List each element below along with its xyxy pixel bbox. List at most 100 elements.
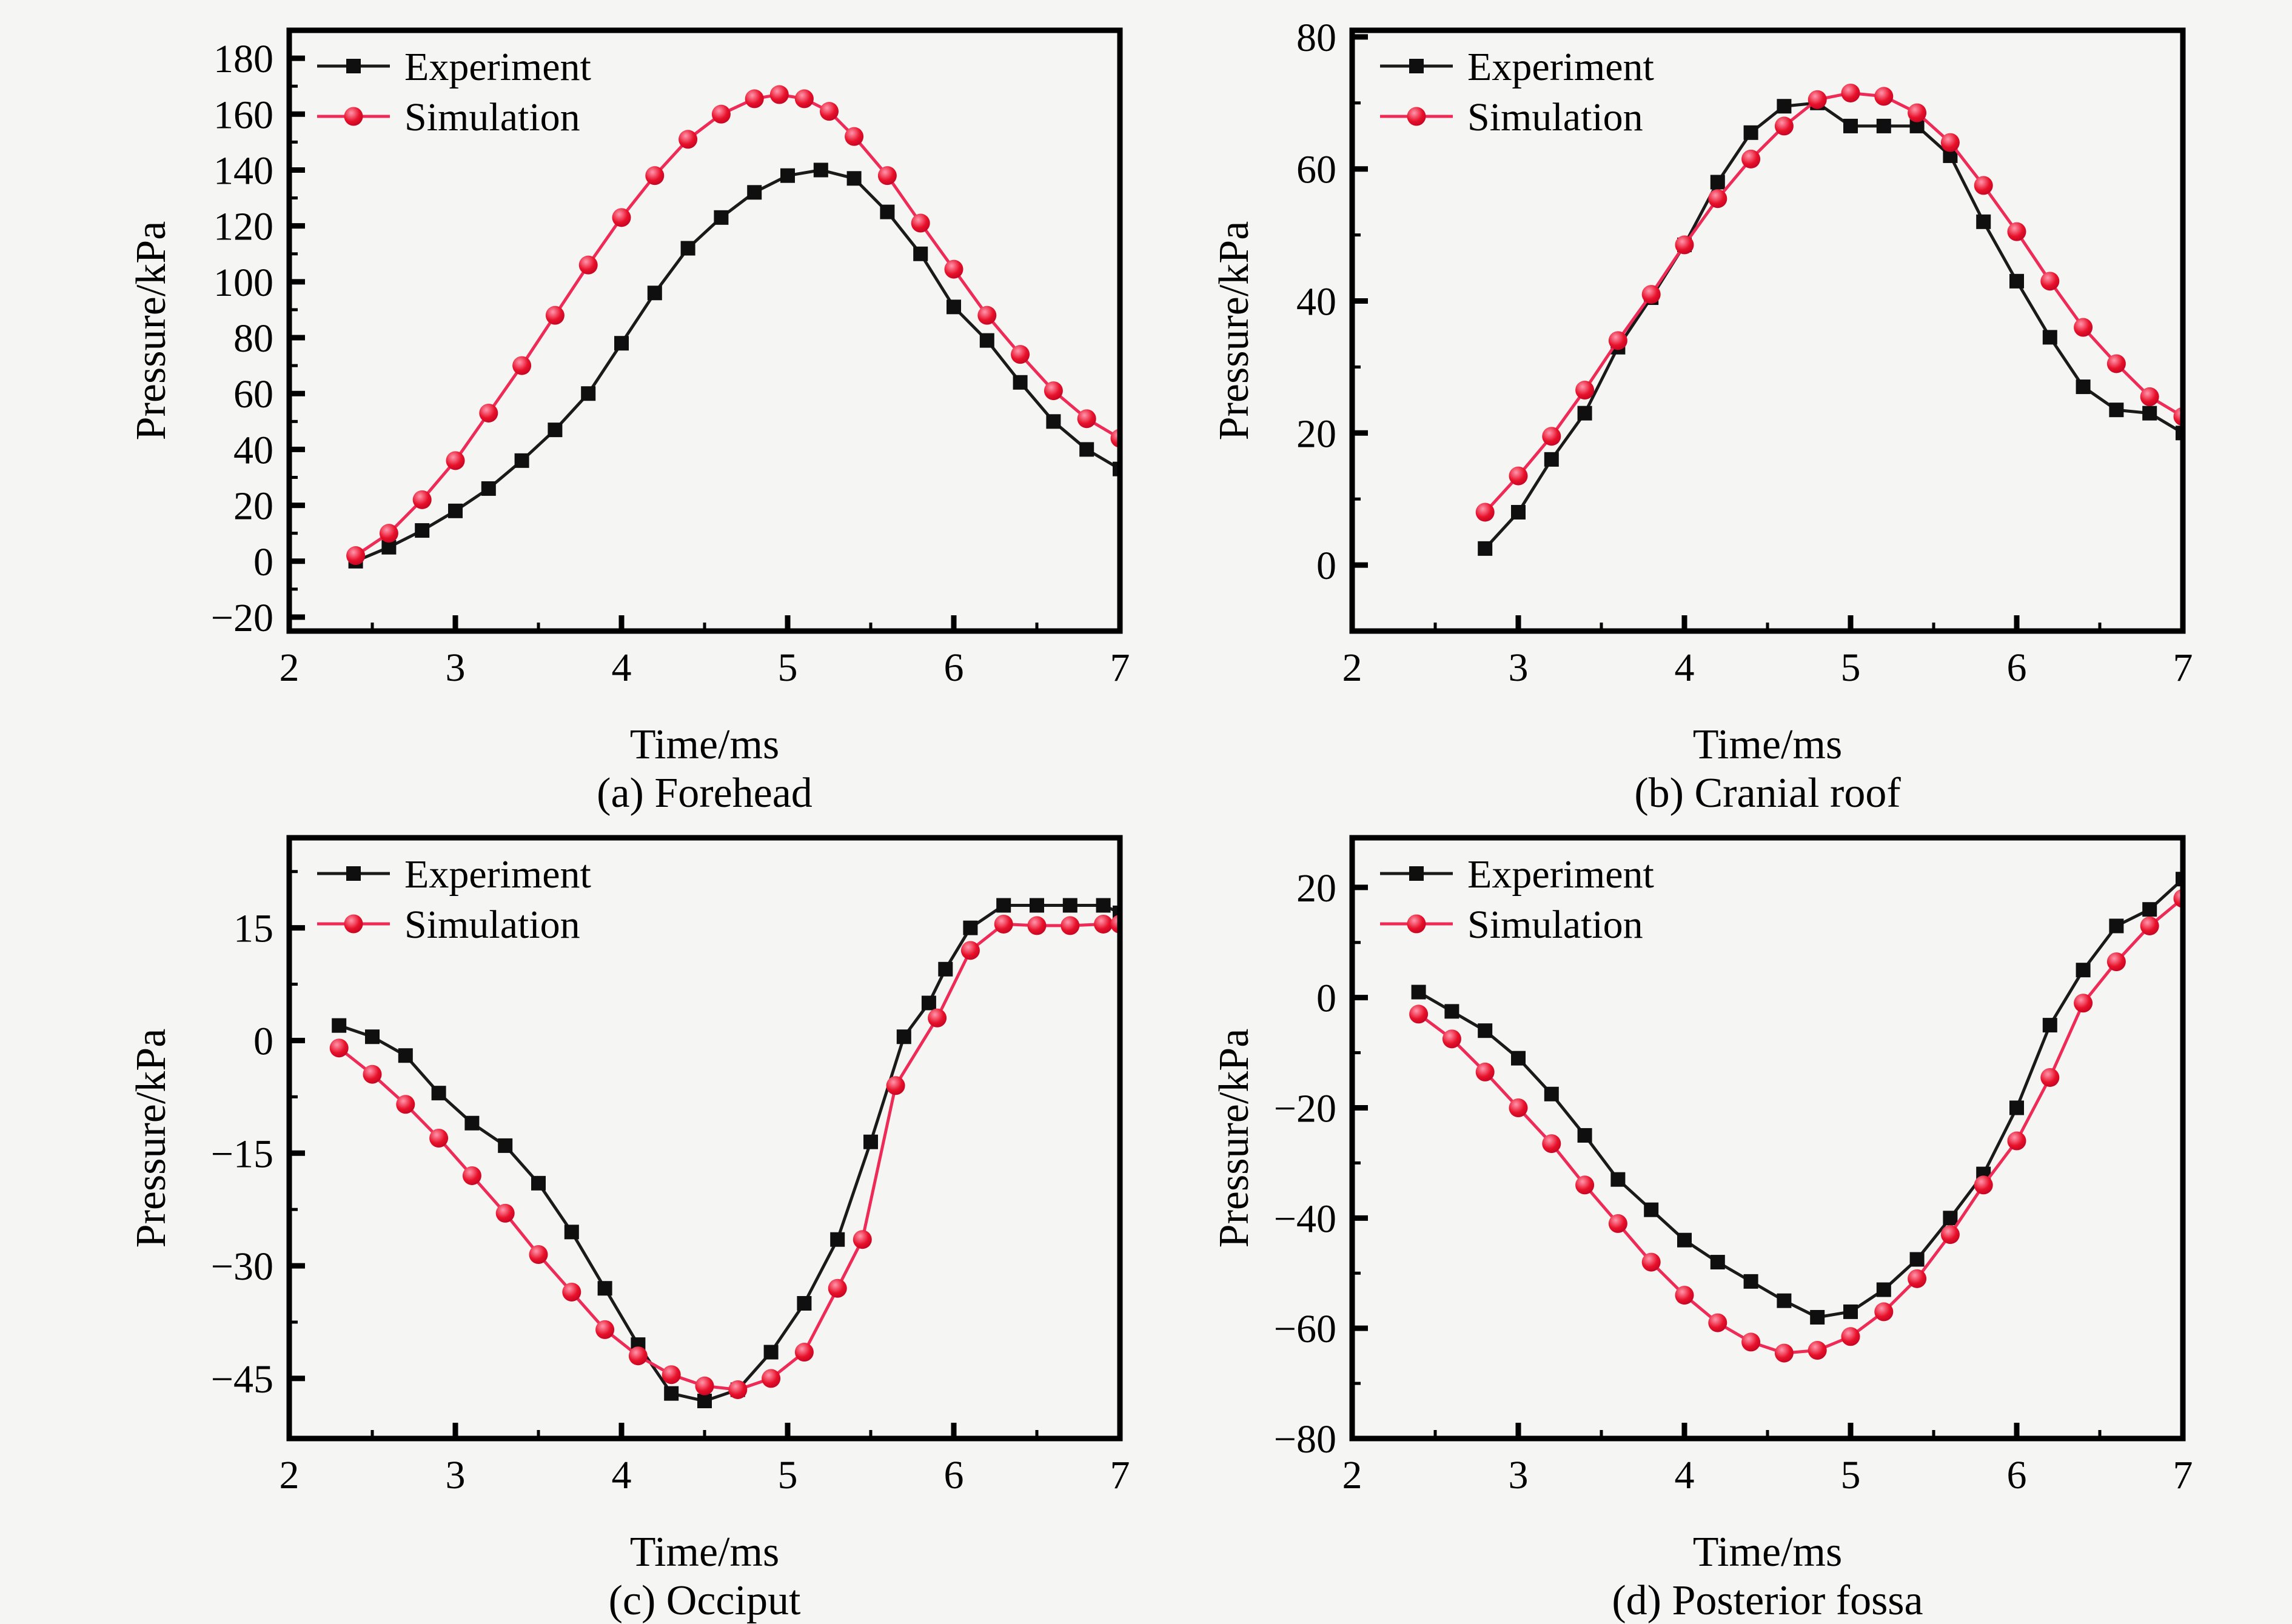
series-experiment-line [1483,101,2183,550]
series-simulation-marker [762,1369,781,1388]
series-simulation-marker [944,259,963,279]
series-simulation-marker [1808,1341,1827,1360]
x-tick-label: 2 [1342,646,1362,690]
legend-square-marker-icon [346,59,361,73]
series-experiment-marker [581,386,596,401]
series-simulation-marker [728,1380,748,1399]
x-tick-label: 4 [1675,1453,1695,1497]
series-experiment-marker [680,241,695,256]
series-simulation-marker [379,524,398,543]
series-experiment-marker [1976,214,1991,229]
legend-label-experiment: Experiment [1467,45,1654,89]
series-simulation-marker [1442,1029,1461,1049]
legend-square-marker-icon [1409,866,1424,881]
y-tick-label: −30 [211,1245,273,1289]
series-experiment-marker [415,523,430,538]
legend-circle-marker-icon [344,107,363,126]
series-simulation-marker [2074,994,2093,1013]
series-experiment-marker [2076,963,2091,978]
series-experiment-marker [1876,1282,1891,1297]
series-simulation-marker [346,546,366,566]
series-simulation-marker [1475,1062,1495,1081]
series-simulation-marker [2106,354,2126,373]
series-experiment-marker [2076,379,2091,395]
series-experiment-line [354,169,1120,563]
legend: Experiment Simulation [1380,852,1654,947]
series-experiment-marker [1644,1202,1659,1217]
series-experiment-marker [938,961,953,977]
series-simulation-marker [1641,285,1661,304]
series-experiment-marker [1909,1252,1925,1267]
series-simulation-marker [886,1076,905,1095]
series-simulation-marker [1808,90,1827,109]
chart-cell-forehead: 2 3 4 5 6 7 −20 0 20 40 60 80 100 120 140 160 180 Time/ms… [24,10,1170,817]
legend-item-simulation: Simulation [1380,903,1643,947]
chart-forehead: 2 3 4 5 6 7 −20 0 20 40 60 80 100 120 140 160 180 Time/ms… [128,27,1130,817]
series-simulation-marker [1542,1134,1561,1154]
series-experiment-marker [2142,406,2157,421]
series-experiment-marker [763,1345,779,1360]
series-experiment-marker [1943,1211,1958,1226]
series-simulation-marker [1044,381,1063,401]
x-tick-label: 2 [280,646,300,690]
series-experiment-marker [863,1134,878,1149]
series-simulation-marker [1575,381,1595,400]
series-experiment-marker [1610,1172,1626,1187]
series-simulation-marker [679,130,698,149]
x-tick-label: 5 [778,1453,798,1497]
y-tick-label: 60 [233,372,273,416]
series-experiment-marker [2042,1018,2057,1033]
series-simulation-marker [711,104,731,124]
series-experiment-marker [398,1048,413,1063]
series-experiment-marker [564,1225,579,1240]
series-simulation-marker [928,1008,947,1028]
series-experiment-marker [880,204,895,219]
series-simulation-marker [1409,1004,1429,1024]
series-experiment-marker [697,1394,712,1409]
series-experiment-marker [1444,1004,1459,1019]
series-experiment-marker [714,210,729,225]
x-tick-label: 5 [778,646,798,690]
y-tick-label: 80 [1296,16,1336,60]
series-simulation-marker [645,166,665,185]
y-tick-label: −60 [1274,1307,1336,1351]
series-experiment-marker [498,1138,513,1153]
series-simulation-marker [960,941,980,960]
y-tick-label: −20 [1274,1086,1336,1131]
legend-item-experiment: Experiment [1380,45,1654,89]
series-experiment-marker [2109,403,2124,418]
series-simulation-marker [977,306,997,325]
series-simulation-marker [794,89,814,109]
x-tick-label: 4 [1675,646,1695,690]
legend-item-simulation: Simulation [317,903,580,947]
axis-title-y: Pressure/kPa [128,221,175,441]
series-simulation-marker [1675,1286,1694,1305]
series-simulation-marker [1542,427,1561,446]
series-simulation-marker [695,1376,714,1395]
legend: Experiment Simulation [317,852,591,947]
series-simulation-marker [1940,133,1960,152]
series-experiment-marker [531,1175,546,1191]
series-simulation-marker [877,166,897,185]
series-experiment-marker [548,423,563,438]
series-simulation-marker [1741,149,1761,169]
series-experiment-marker [481,481,496,496]
legend-circle-marker-icon [1407,914,1426,934]
series-experiment-marker [1777,99,1792,114]
y-tick-label: −45 [211,1357,273,1402]
plot-area [329,898,1120,1409]
series-experiment-marker [2109,918,2124,934]
legend: Experiment Simulation [1380,45,1654,139]
x-tick-label: 2 [1342,1453,1362,1497]
series-simulation-marker [595,1320,615,1339]
series-simulation-marker [1027,916,1047,935]
legend-square-marker-icon [346,866,361,881]
series-simulation-marker [1475,503,1495,522]
series-simulation-marker [1509,1098,1528,1117]
series-experiment-marker [947,299,961,315]
y-tick-label: 0 [253,1019,273,1063]
legend-circle-marker-icon [344,914,363,934]
legend-item-experiment: Experiment [1380,852,1654,897]
y-tick-label: 100 [213,261,273,305]
x-tick-label: 7 [2173,1453,2193,1497]
